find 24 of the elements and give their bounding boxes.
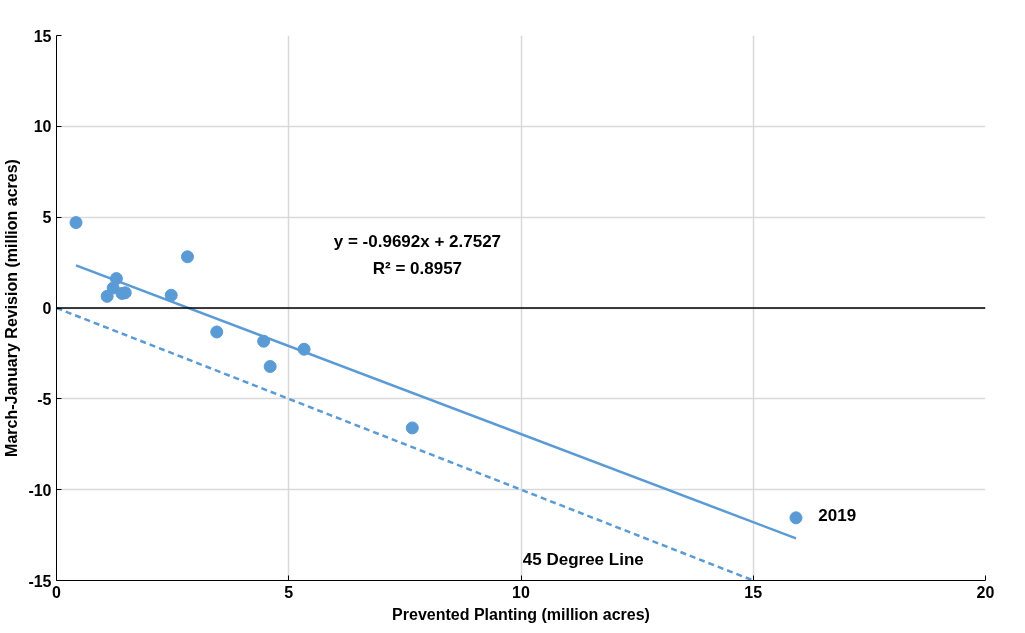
point <box>164 288 178 302</box>
y-axis-title: March-January Revision (million acres) <box>3 159 21 457</box>
y-tick-label: 0 <box>42 300 52 317</box>
x-tick-label: 5 <box>284 583 294 601</box>
point <box>263 360 277 373</box>
y-tick-label: 10 <box>33 118 52 136</box>
point <box>210 325 224 339</box>
y-tick-label: -15 <box>28 572 52 590</box>
annotation: R² = 0.8957 <box>372 258 463 278</box>
point <box>180 250 194 264</box>
y-tick-label: 15 <box>33 27 52 45</box>
y-tick-label: 5 <box>42 209 52 227</box>
x-tick-label: 15 <box>744 583 763 601</box>
x-tick-label: 20 <box>976 583 995 601</box>
point <box>789 511 803 525</box>
point <box>405 421 419 435</box>
annotation: 2019 <box>818 506 857 526</box>
y-tick-label: -5 <box>37 390 52 408</box>
annotation: y = -0.9692x + 2.7527 <box>333 232 502 252</box>
x-tick-label: 10 <box>512 583 530 601</box>
annotation: 45 Degree Line <box>522 550 644 570</box>
y-tick-label: -10 <box>28 481 52 499</box>
point <box>69 216 83 230</box>
x-axis-title: Prevented Planting (million acres) <box>392 605 650 623</box>
